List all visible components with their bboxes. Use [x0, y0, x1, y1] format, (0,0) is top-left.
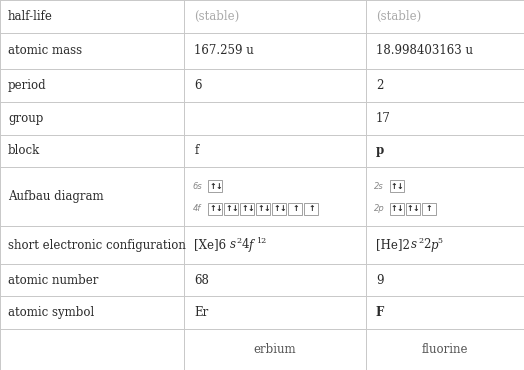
Text: ↑: ↑	[257, 204, 264, 213]
Text: short electronic configuration: short electronic configuration	[8, 239, 186, 252]
Text: (stable): (stable)	[376, 10, 421, 23]
Text: [Xe]6: [Xe]6	[194, 239, 226, 252]
Text: 68: 68	[194, 273, 209, 286]
Text: p: p	[430, 239, 438, 252]
Text: 4: 4	[242, 239, 249, 252]
Bar	[288, 203, 302, 215]
Text: 17: 17	[376, 112, 390, 125]
Text: 18.998403163 u: 18.998403163 u	[376, 44, 473, 57]
Text: ↑: ↑	[406, 204, 413, 213]
Text: 2: 2	[237, 237, 242, 245]
Text: F: F	[376, 306, 384, 319]
Bar	[224, 203, 238, 215]
Text: 167.259 u: 167.259 u	[194, 44, 254, 57]
Text: atomic symbol: atomic symbol	[8, 306, 94, 319]
Text: 6s: 6s	[192, 182, 202, 191]
Text: ↓: ↓	[397, 204, 403, 213]
Bar	[209, 180, 223, 192]
Text: ↑: ↑	[209, 204, 216, 213]
Bar	[304, 203, 319, 215]
Bar	[390, 203, 404, 215]
Text: f: f	[194, 144, 199, 157]
Text: 2: 2	[376, 79, 383, 92]
Text: group: group	[8, 112, 43, 125]
Text: ↓: ↓	[397, 182, 403, 191]
Bar	[209, 203, 223, 215]
Bar	[390, 180, 404, 192]
Text: ↑: ↑	[390, 182, 397, 191]
Bar	[406, 203, 420, 215]
Text: [He]2: [He]2	[376, 239, 410, 252]
Text: block: block	[8, 144, 40, 157]
Text: ↓: ↓	[215, 182, 222, 191]
Text: 6: 6	[194, 79, 202, 92]
Text: ↓: ↓	[263, 204, 270, 213]
Text: ↓: ↓	[247, 204, 254, 213]
Text: ↑: ↑	[292, 204, 299, 213]
Text: 2p: 2p	[374, 204, 385, 213]
Text: s: s	[230, 239, 236, 252]
Text: s: s	[411, 239, 417, 252]
Text: ↑: ↑	[225, 204, 232, 213]
Text: p: p	[376, 144, 384, 157]
Text: Er: Er	[194, 306, 209, 319]
Text: 12: 12	[256, 237, 266, 245]
Text: ↑: ↑	[390, 204, 397, 213]
Text: erbium: erbium	[254, 343, 297, 356]
Text: 5: 5	[437, 237, 442, 245]
Bar	[241, 203, 255, 215]
Text: 2: 2	[418, 237, 423, 245]
Text: ↓: ↓	[279, 204, 286, 213]
Text: (stable): (stable)	[194, 10, 239, 23]
Text: ↓: ↓	[215, 204, 222, 213]
Text: 2: 2	[423, 239, 430, 252]
Text: fluorine: fluorine	[422, 343, 468, 356]
Text: 9: 9	[376, 273, 383, 286]
Text: atomic number: atomic number	[8, 273, 99, 286]
Text: ↓: ↓	[231, 204, 238, 213]
Text: ↑: ↑	[273, 204, 280, 213]
Text: period: period	[8, 79, 47, 92]
Text: 4f: 4f	[192, 204, 201, 213]
Text: ↑: ↑	[209, 182, 216, 191]
Text: f: f	[249, 239, 253, 252]
Bar	[422, 203, 436, 215]
Text: ↑: ↑	[425, 204, 432, 213]
Bar	[256, 203, 270, 215]
Text: ↓: ↓	[412, 204, 419, 213]
Text: atomic mass: atomic mass	[8, 44, 82, 57]
Text: ↑: ↑	[241, 204, 248, 213]
Text: 2s: 2s	[374, 182, 384, 191]
Text: ↑: ↑	[308, 204, 315, 213]
Text: Aufbau diagram: Aufbau diagram	[8, 190, 104, 204]
Bar	[272, 203, 287, 215]
Text: half-life: half-life	[8, 10, 53, 23]
